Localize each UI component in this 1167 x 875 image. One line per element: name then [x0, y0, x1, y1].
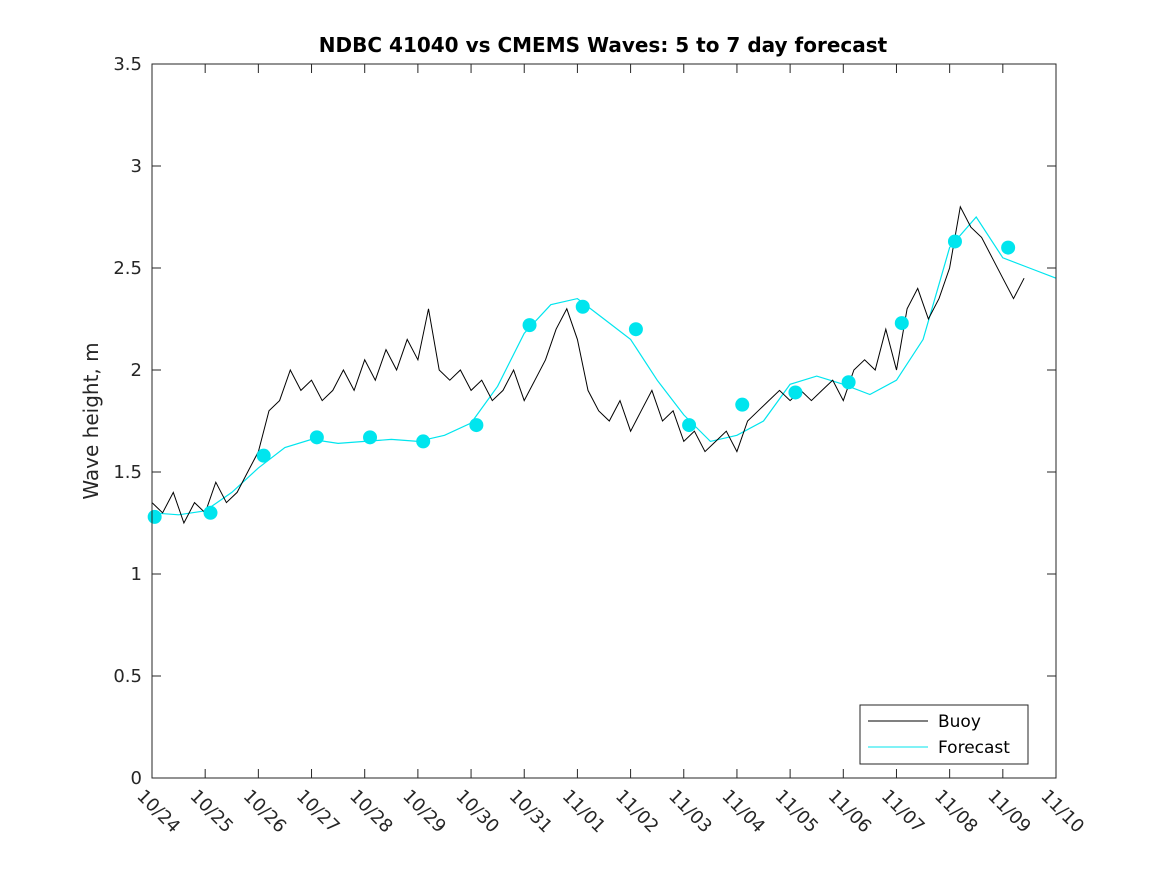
x-tick-label: 11/01	[558, 786, 610, 838]
forecast-point	[147, 509, 162, 524]
plot-frame	[151, 63, 1057, 779]
forecast-point	[735, 397, 750, 412]
x-tick-label: 10/28	[345, 786, 397, 838]
forecast-point	[469, 418, 484, 433]
x-tick-label: 11/03	[664, 786, 716, 838]
forecast-series-line	[151, 216, 1057, 516]
x-tick-label: 10/29	[398, 786, 450, 838]
plot-area	[152, 64, 1056, 778]
buoy-series-line	[151, 205, 1025, 525]
y-tick-label: 0.5	[113, 666, 142, 687]
y-tick-label: 2	[131, 360, 142, 381]
x-tick-label: 10/25	[186, 786, 238, 838]
y-axis-label: Wave height, m	[79, 342, 103, 499]
forecast-point	[1001, 240, 1016, 255]
x-tick-label: 10/24	[132, 786, 184, 838]
forecast-point	[894, 316, 909, 331]
x-tick-label: 11/04	[717, 786, 769, 838]
x-tick-label: 11/06	[824, 786, 876, 838]
y-tick-label: 2.5	[113, 258, 142, 279]
x-tick-label: 10/31	[505, 786, 557, 838]
forecast-point	[203, 505, 218, 520]
legend: Buoy Forecast	[859, 704, 1029, 765]
x-tick-label: 11/02	[611, 786, 663, 838]
y-tick-label: 1	[131, 564, 142, 585]
series-group	[147, 205, 1057, 525]
forecast-point	[256, 448, 271, 463]
forecast-point	[788, 385, 803, 400]
forecast-point	[628, 322, 643, 337]
legend-box	[859, 704, 1029, 765]
forecast-point	[363, 430, 378, 445]
y-tick-label: 0	[131, 768, 142, 789]
x-tick-label: 10/30	[452, 786, 504, 838]
forecast-point	[841, 375, 856, 390]
y-tick-label: 1.5	[113, 462, 142, 483]
forecast-point	[309, 430, 324, 445]
x-tick-label: 11/10	[1036, 786, 1088, 838]
forecast-point	[947, 234, 962, 249]
chart-title: NDBC 41040 vs CMEMS Waves: 5 to 7 day fo…	[319, 33, 888, 57]
y-tick-label: 3.5	[113, 54, 142, 75]
x-tick-label: 11/08	[930, 786, 982, 838]
forecast-point	[575, 299, 590, 314]
forecast-point	[416, 434, 431, 449]
x-tick-label: 11/09	[983, 786, 1035, 838]
legend-buoy-label: Buoy	[938, 712, 981, 732]
x-tick-label: 11/07	[877, 786, 929, 838]
legend-forecast-label: Forecast	[938, 738, 1010, 758]
x-tick-label: 10/26	[239, 786, 291, 838]
forecast-point	[682, 418, 697, 433]
forecast-point	[522, 318, 537, 333]
x-tick-label: 11/05	[771, 786, 823, 838]
y-tick-label: 3	[131, 156, 142, 177]
x-tick-label: 10/27	[292, 786, 344, 838]
